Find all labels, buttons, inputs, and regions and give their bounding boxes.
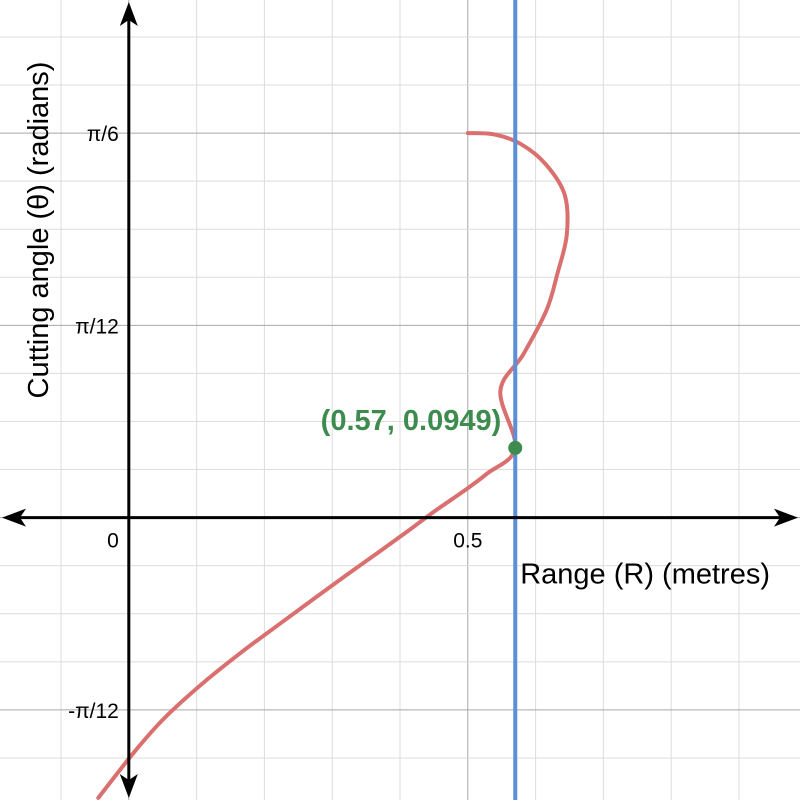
labels: 0 0.5 π/6 π/12 -π/12 Range (R) (metres) Cuttin… [23,62,770,723]
highlight-point-label: (0.57, 0.0949) [321,405,502,437]
y-axis-label: Cutting angle (θ) (radians) [23,62,55,399]
y-tick-label: π/6 [87,123,119,146]
y-tick-label: π/12 [75,315,119,338]
x-axis-arrow-right [774,508,798,527]
x-tick-label: 0 [107,530,119,553]
series-curve [96,131,570,800]
highlight-point[interactable] [508,440,523,455]
x-axis-arrow-left [2,508,26,527]
y-axis-arrow-down [119,774,138,798]
y-axis-arrow-up [119,2,138,26]
x-tick-label: 0.5 [453,530,482,553]
x-axis-label: Range (R) (metres) [520,559,770,591]
marks [96,0,570,800]
y-tick-label: -π/12 [68,700,119,723]
